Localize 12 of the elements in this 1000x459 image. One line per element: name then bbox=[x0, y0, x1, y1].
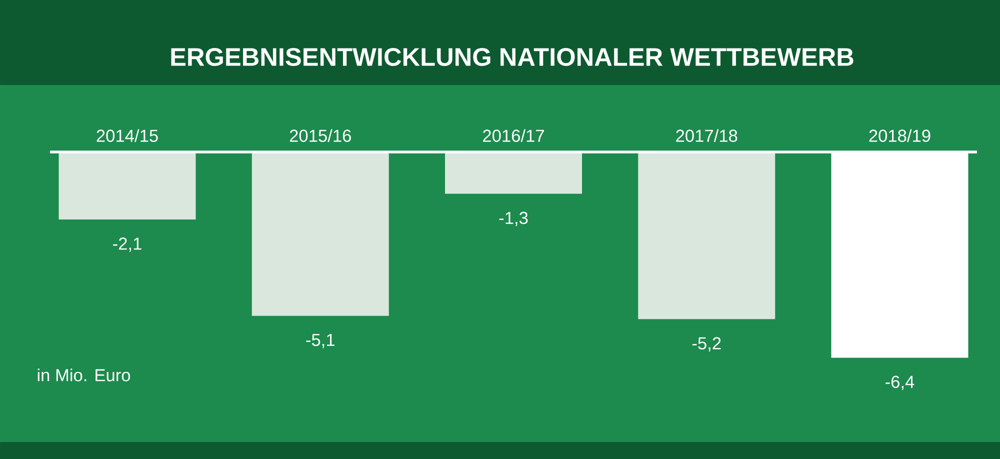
data-label: -5,1 bbox=[306, 334, 334, 348]
data-label: -5,2 bbox=[692, 337, 721, 352]
x-tick-label: 2015/16 bbox=[290, 129, 351, 142]
x-tick-label: 2017/18 bbox=[676, 129, 738, 142]
chart-title: ERGEBNISENTWICKLUNG NATIONALER WETTBEWERB bbox=[171, 48, 854, 66]
data-label: -1,3 bbox=[499, 212, 528, 226]
text: in Mio. Euro bbox=[38, 368, 130, 382]
data-label: -2,1 bbox=[113, 238, 142, 252]
data-label: -6,4 bbox=[886, 376, 914, 390]
x-tick-label: 2018/19 bbox=[869, 129, 930, 142]
x-tick-label: 2014/15 bbox=[96, 129, 158, 142]
x-tick-label: 2016/17 bbox=[483, 129, 544, 142]
